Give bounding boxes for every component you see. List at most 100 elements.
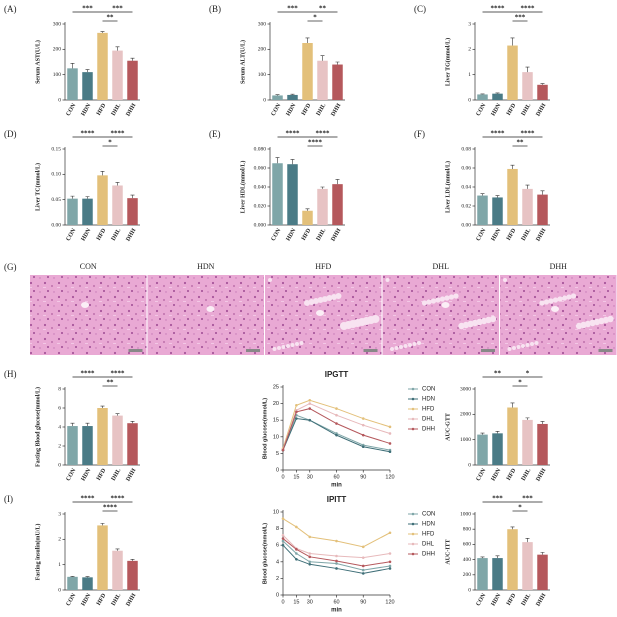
image-label: HDN [197,262,215,271]
x-tick-label: 90 [360,474,366,480]
y-tick-label: 0 [58,587,61,593]
x-tick-label: 90 [360,599,366,605]
y-tick-label: 0.15 [51,146,61,152]
legend-label: HFD [422,532,435,538]
x-tick-label: DHH [330,227,342,242]
error-bar [480,93,485,95]
significance-label: *** [522,495,533,503]
y-axis-label: AUC-GTT [445,413,451,441]
y-tick-label: 5 [276,451,279,457]
significance-label: **** [103,504,118,512]
legend-label: DHL [422,542,435,548]
point [308,562,312,566]
bar [477,434,488,465]
y-tick-label: 2 [468,47,471,53]
error-bar [100,523,105,526]
point [335,413,338,417]
point [295,417,298,420]
histology-image [147,275,264,355]
x-tick-label: 15 [293,474,299,480]
bar [522,188,533,225]
y-axis-label: AUC-ITT [445,539,451,564]
point [388,564,392,568]
lipid-droplet [272,347,277,351]
lipid-droplet [448,294,455,300]
line [282,544,391,574]
x-axis-label: min [331,483,342,489]
error-bar [510,37,515,46]
x-tick-label: HFD [506,592,518,607]
bar [67,198,78,225]
point [335,422,338,425]
point [361,423,365,427]
legend-label: HDN [422,522,435,528]
x-tick-label: DHL [111,468,123,482]
x-tick-label: DHH [125,467,137,482]
lipid-droplet [534,341,539,345]
lipid-droplet [371,315,380,323]
significance-label: **** [81,495,96,503]
x-tick-label: HDN [81,227,93,242]
line [282,408,391,451]
x-tick-label: HFD [506,102,518,117]
bar [537,194,548,225]
panel-label: (F) [414,129,425,139]
legend-label: HDN [422,397,435,403]
error-bar [495,195,500,198]
line [282,414,391,451]
lipid-droplet [331,294,337,300]
lipid-droplet [548,298,554,304]
x-tick-label: DHH [535,592,547,607]
point [308,535,312,539]
legend-marker [411,387,415,391]
bar [477,94,488,100]
y-tick-label: 0.040 [254,184,267,190]
y-tick-label: 0 [468,587,471,593]
x-tick-label: HFD [301,102,313,117]
bar [492,197,503,225]
lipid-droplet [489,315,497,323]
histology-image [265,275,382,355]
lipid-droplet [552,297,559,303]
significance-label: ** [494,370,502,378]
panel-label: (D) [4,129,17,139]
x-tick-label: HFD [96,227,108,242]
y-tick-label: 200 [463,572,472,578]
legend-marker [411,417,415,421]
significance-label: **** [491,130,506,138]
x-tick-label: HDN [286,102,298,117]
y-tick-label: 0.020 [254,203,267,209]
x-tick-label: 120 [385,474,394,480]
y-axis-label: Fasting insulin(mU/L) [34,524,41,581]
significance-label: **** [316,130,331,138]
x-tick-label: 120 [385,599,394,605]
y-tick-label: 100 [53,72,62,78]
chart-title: IPGTT [325,370,349,379]
panel-label: (I) [4,494,13,504]
vessel [206,306,215,312]
error-bar [510,164,515,169]
point [281,537,285,540]
y-tick-label: 6 [58,405,61,411]
lipid-droplet [268,278,272,282]
y-tick-label: 0.08 [461,146,471,152]
error-bar [540,552,545,555]
error-bar [540,421,545,424]
lipid-droplet [299,341,304,345]
error-bar [85,69,90,73]
y-tick-label: 1 [58,562,61,568]
panel-label: (H) [4,369,17,379]
bar [67,426,78,465]
histology-image [500,275,617,355]
legend-label: HFD [422,407,435,413]
bar [507,529,518,590]
point [335,433,338,437]
axis [282,385,390,471]
significance-label: * [518,379,522,387]
bar [507,45,518,100]
lipid-droplet [313,298,319,304]
lipid-droplet [444,295,450,301]
legend-marker [411,552,415,556]
bar [127,560,138,590]
